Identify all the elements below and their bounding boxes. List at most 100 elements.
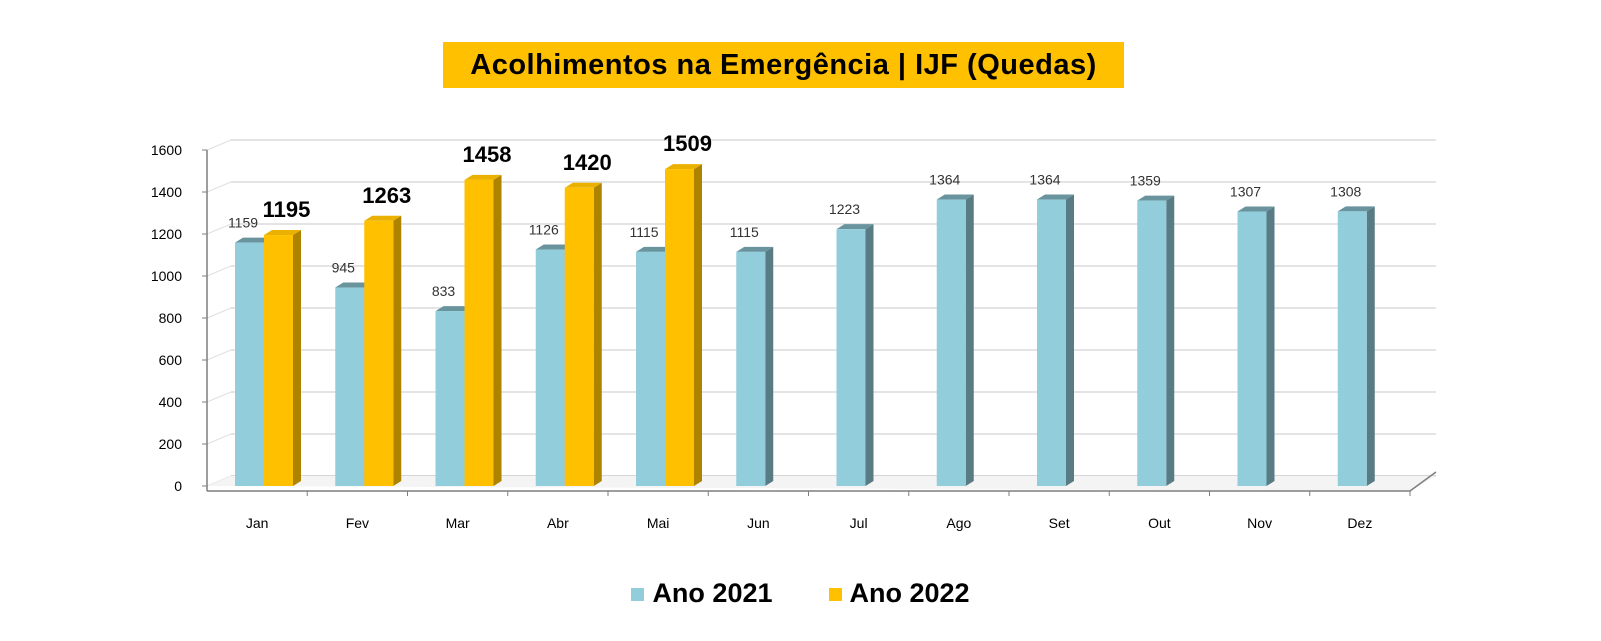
bar-side-ano-2021-ago — [965, 194, 974, 486]
bar-ano-2021-abr — [535, 249, 565, 486]
y-tick-label: 1400 — [151, 184, 182, 200]
data-label-ano-2021-dez: 1308 — [1330, 183, 1361, 199]
bar-top-ano-2021-mai — [636, 246, 673, 252]
data-label-ano-2021-set: 1364 — [1029, 172, 1060, 188]
gridline-side — [206, 139, 232, 151]
chart-floor — [207, 476, 1436, 491]
bar-side-ano-2022-jan — [293, 230, 301, 486]
legend-swatch-2022 — [828, 588, 842, 601]
bar-ano-2022-fev — [364, 220, 394, 486]
bar-ano-2021-jan — [235, 242, 264, 486]
y-tick-label: 400 — [159, 394, 183, 410]
legend-item-2021: Ano 2021 — [631, 578, 773, 609]
y-tick-label: 0 — [174, 478, 182, 494]
bar-ano-2021-jun — [736, 251, 766, 486]
bar-ano-2022-mar — [464, 179, 494, 486]
bar-ano-2022-jan — [264, 235, 293, 486]
bar-ano-2021-mai — [636, 251, 665, 486]
data-label-ano-2021-jul: 1223 — [829, 201, 860, 217]
bar-top-ano-2021-fev — [335, 282, 373, 288]
bar-top-ano-2022-fev — [364, 215, 402, 221]
chart-title-box: Acolhimentos na Emergência | IJF (Quedas… — [443, 42, 1124, 88]
bar-ano-2022-abr — [564, 187, 594, 487]
bar-ano-2021-dez — [1337, 211, 1367, 486]
x-tick-label-jun: Jun — [747, 515, 770, 531]
bar-top-ano-2021-abr — [535, 244, 573, 250]
data-label-ano-2021-nov: 1307 — [1230, 184, 1261, 200]
bar-top-ano-2021-mar — [435, 306, 473, 312]
bar-ano-2021-fev — [335, 287, 365, 486]
x-tick-label-dez: Dez — [1347, 515, 1372, 531]
x-tick-label-nov: Nov — [1247, 515, 1272, 531]
x-tick-label-set: Set — [1049, 515, 1070, 531]
bar-top-ano-2022-jan — [264, 230, 301, 236]
bar-top-ano-2021-set — [1037, 194, 1074, 200]
bar-side-ano-2022-mai — [694, 164, 702, 487]
bar-top-ano-2021-nov — [1237, 206, 1275, 212]
legend-label-2021: Ano 2021 — [652, 578, 773, 608]
legend-swatch-2021 — [631, 588, 645, 601]
gridline-side — [206, 265, 232, 277]
data-label-ano-2021-jan: 1159 — [228, 215, 258, 231]
bar-side-ano-2022-fev — [393, 215, 402, 486]
y-tick-label: 200 — [159, 436, 183, 452]
x-tick-label-out: Out — [1148, 515, 1171, 531]
x-tick-label-abr: Abr — [547, 515, 569, 531]
chart-title: Acolhimentos na Emergência | IJF (Quedas… — [470, 48, 1097, 81]
x-tick-label-fev: Fev — [346, 515, 369, 531]
legend: Ano 2021 Ano 2022 — [0, 578, 1601, 609]
data-label-ano-2022-mai: 1509 — [663, 131, 712, 156]
data-label-ano-2021-ago: 1364 — [929, 172, 960, 188]
bar-ano-2022-mai — [665, 169, 694, 487]
bar-ano-2021-out — [1137, 200, 1167, 487]
gridline-side — [206, 391, 232, 403]
data-label-ano-2022-mar: 1458 — [463, 142, 512, 167]
bar-ano-2021-jul — [836, 229, 866, 487]
data-label-ano-2022-jan: 1195 — [263, 197, 311, 222]
bar-top-ano-2021-ago — [936, 194, 974, 200]
data-label-ano-2021-fev: 945 — [332, 260, 356, 276]
bar-side-ano-2022-abr — [593, 182, 602, 487]
x-tick-label-ago: Ago — [946, 515, 971, 531]
y-tick-label: 800 — [159, 310, 183, 326]
bar-side-ano-2021-nov — [1266, 206, 1275, 486]
gridline-side — [206, 433, 232, 445]
x-tick-label-jan: Jan — [246, 515, 269, 531]
bar-side-ano-2022-mar — [493, 174, 502, 486]
bar-top-ano-2021-jun — [736, 246, 774, 252]
bar-top-ano-2021-dez — [1337, 206, 1375, 212]
data-label-ano-2022-fev: 1263 — [362, 183, 411, 208]
y-tick-label: 1200 — [151, 226, 182, 242]
legend-item-2022: Ano 2022 — [828, 578, 970, 609]
x-tick-label-mar: Mar — [446, 515, 470, 531]
bar-top-ano-2022-mar — [464, 174, 502, 180]
data-label-ano-2021-mar: 833 — [432, 283, 456, 299]
data-label-ano-2021-abr: 1126 — [529, 222, 559, 238]
bar-side-ano-2021-jun — [765, 246, 774, 486]
gridline-side — [206, 181, 232, 193]
legend-label-2022: Ano 2022 — [849, 578, 970, 608]
x-tick-label-jul: Jul — [850, 515, 868, 531]
bar-side-ano-2021-dez — [1366, 206, 1375, 486]
x-tick-label-mai: Mai — [647, 515, 670, 531]
y-tick-label: 1600 — [151, 142, 182, 158]
data-label-ano-2021-out: 1359 — [1130, 173, 1161, 189]
bar-side-ano-2021-set — [1066, 194, 1074, 486]
gridline-side — [206, 223, 232, 235]
bar-ano-2021-nov — [1237, 211, 1267, 486]
bar-side-ano-2021-jul — [865, 224, 874, 487]
bar-ano-2021-ago — [936, 199, 966, 486]
y-tick-label: 600 — [159, 352, 183, 368]
bar-top-ano-2021-out — [1137, 195, 1175, 201]
bar-ano-2021-mar — [435, 311, 465, 486]
data-label-ano-2022-abr: 1420 — [563, 150, 612, 175]
data-label-ano-2021-mai: 1115 — [629, 224, 658, 240]
gridline-side — [206, 349, 232, 361]
data-label-ano-2021-jun: 1115 — [730, 224, 759, 240]
bar-top-ano-2022-abr — [564, 182, 602, 188]
bar-ano-2021-set — [1037, 199, 1066, 486]
y-tick-label: 1000 — [151, 268, 182, 284]
bar-top-ano-2021-jul — [836, 224, 874, 230]
x-axis-depth — [1409, 471, 1437, 492]
